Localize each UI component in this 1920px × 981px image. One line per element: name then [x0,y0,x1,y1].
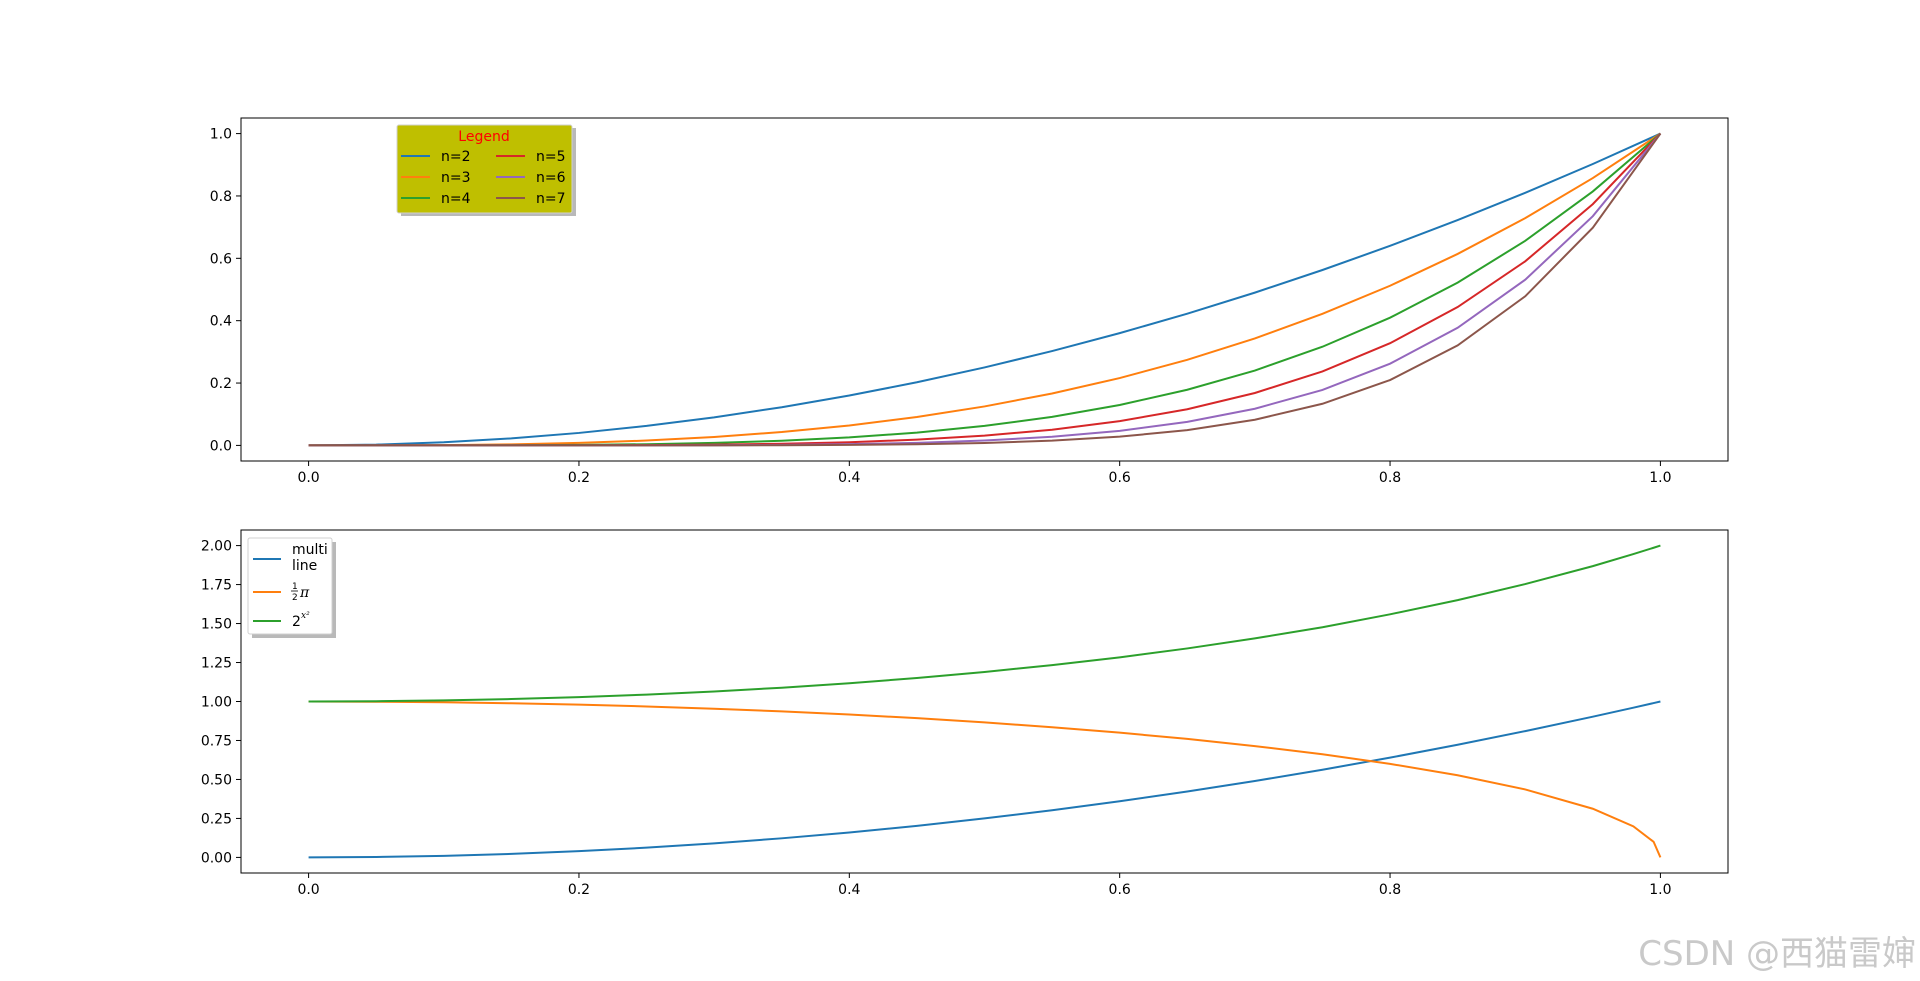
y-tick-label: 1.0 [210,127,232,143]
y-tick-label: 1.25 [201,656,232,672]
y-tick-label: 0.50 [201,772,232,788]
legend-title: Legend [458,129,509,145]
chart-top-legend: Legend n=2 n=3 n=4 n=5 n=6 n=7 [396,124,576,216]
x-tick-label: 0.0 [297,470,319,486]
y-tick-label: 1.00 [201,695,232,711]
legend-label-base: 2 [292,614,301,630]
legend-label-n=2: n=2 [441,149,471,165]
y-tick-label: 1.75 [201,578,232,594]
x-tick-label: 0.4 [838,470,860,486]
legend-label-frac-den: 2 [292,593,298,603]
x-tick-label: 0.4 [838,882,860,898]
x-tick-label: 1.0 [1649,470,1671,486]
y-tick-label: 2.00 [201,539,232,555]
series-line-0 [308,700,1661,859]
legend-label-n=5: n=5 [536,149,566,165]
y-tick-label: 0.0 [210,438,232,454]
chart-bottom-x-axis: 0.0 0.2 0.4 0.6 0.8 1.0 [297,873,1672,898]
chart-bottom-y-axis: 0.00 0.25 0.50 0.75 1.00 1.25 1.50 1.75 2.00 [201,539,241,866]
x-tick-label: 1.0 [1649,882,1671,898]
series-line-1 [308,132,1661,447]
legend-label-n=7: n=7 [536,191,566,207]
chart-bottom-axes-frame [240,529,1729,874]
legend-label-pi: π [299,585,310,601]
chart-bottom-series [308,544,1662,859]
x-tick-label: 0.6 [1109,470,1131,486]
legend-box [396,124,573,214]
legend-label-multi: multi [292,542,328,558]
x-tick-label: 0.6 [1109,882,1131,898]
chart-top: 0.0 0.2 0.4 0.6 0.8 1.0 0.0 0.2 0.4 0.6 0.8 1.0 Le… [210,117,1729,486]
legend-label-sup: x² [301,611,310,621]
chart-top-y-axis: 0.0 0.2 0.4 0.6 0.8 1.0 [210,127,241,454]
y-tick-label: 0.2 [210,376,232,392]
y-tick-label: 0.25 [201,811,232,827]
legend-box [247,537,333,635]
chart-top-series [308,132,1662,447]
series-line-0 [308,132,1661,447]
chart-bottom: 0.0 0.2 0.4 0.6 0.8 1.0 0.00 0.25 0.50 0.75 1.00 1… [201,529,1729,898]
chart-top-x-axis: 0.0 0.2 0.4 0.6 0.8 1.0 [297,461,1672,486]
y-tick-label: 0.6 [210,251,232,267]
chart-bottom-legend: multi line 1 2 π 2 x² [247,537,336,638]
y-tick-label: 0.8 [210,189,232,205]
legend-label-n=6: n=6 [536,170,566,186]
y-tick-label: 0.75 [201,733,232,749]
legend-label-frac-num: 1 [292,582,298,592]
chart-top-axes-frame [240,117,1729,462]
x-tick-label: 0.0 [297,882,319,898]
y-tick-label: 0.4 [210,314,232,330]
legend-label-n=3: n=3 [441,170,471,186]
watermark: CSDN @西猫雷婶 [1638,934,1916,974]
x-tick-label: 0.2 [568,882,590,898]
series-line-2 [308,544,1661,703]
x-tick-label: 0.2 [568,470,590,486]
series-line-1 [308,700,1662,858]
legend-label-line: line [292,558,317,574]
y-tick-label: 1.50 [201,617,232,633]
legend-label-n=4: n=4 [441,191,471,207]
series-line-5 [308,133,1662,447]
x-tick-label: 0.8 [1379,470,1401,486]
x-tick-label: 0.8 [1379,882,1401,898]
y-tick-label: 0.00 [201,850,232,866]
